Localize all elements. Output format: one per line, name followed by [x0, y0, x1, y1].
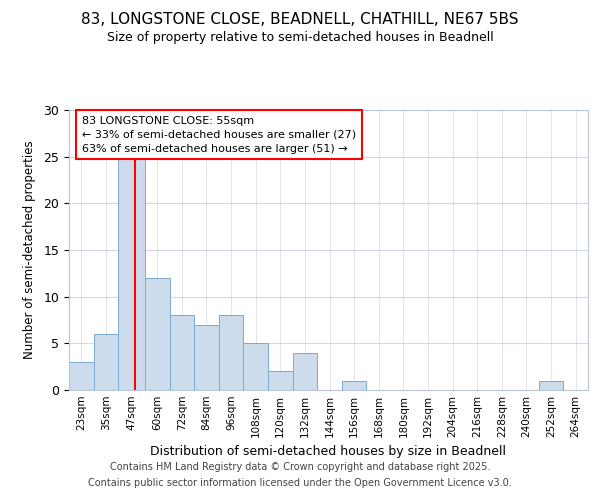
Bar [118, 156, 145, 390]
Bar [94, 334, 118, 390]
Text: 83, LONGSTONE CLOSE, BEADNELL, CHATHILL, NE67 5BS: 83, LONGSTONE CLOSE, BEADNELL, CHATHILL,… [81, 12, 519, 28]
Bar [268, 372, 293, 390]
Bar [69, 362, 94, 390]
Text: Size of property relative to semi-detached houses in Beadnell: Size of property relative to semi-detach… [107, 31, 493, 44]
Bar [244, 344, 268, 390]
Y-axis label: Number of semi-detached properties: Number of semi-detached properties [23, 140, 37, 360]
Bar [145, 278, 170, 390]
Bar [293, 352, 317, 390]
Bar [219, 316, 244, 390]
Bar [170, 316, 194, 390]
Text: Contains HM Land Registry data © Crown copyright and database right 2025.: Contains HM Land Registry data © Crown c… [110, 462, 490, 472]
Text: Contains public sector information licensed under the Open Government Licence v3: Contains public sector information licen… [88, 478, 512, 488]
X-axis label: Distribution of semi-detached houses by size in Beadnell: Distribution of semi-detached houses by … [151, 446, 506, 458]
Bar [342, 380, 367, 390]
Bar [539, 380, 563, 390]
Text: 83 LONGSTONE CLOSE: 55sqm
← 33% of semi-detached houses are smaller (27)
63% of : 83 LONGSTONE CLOSE: 55sqm ← 33% of semi-… [82, 116, 356, 154]
Bar [194, 324, 219, 390]
